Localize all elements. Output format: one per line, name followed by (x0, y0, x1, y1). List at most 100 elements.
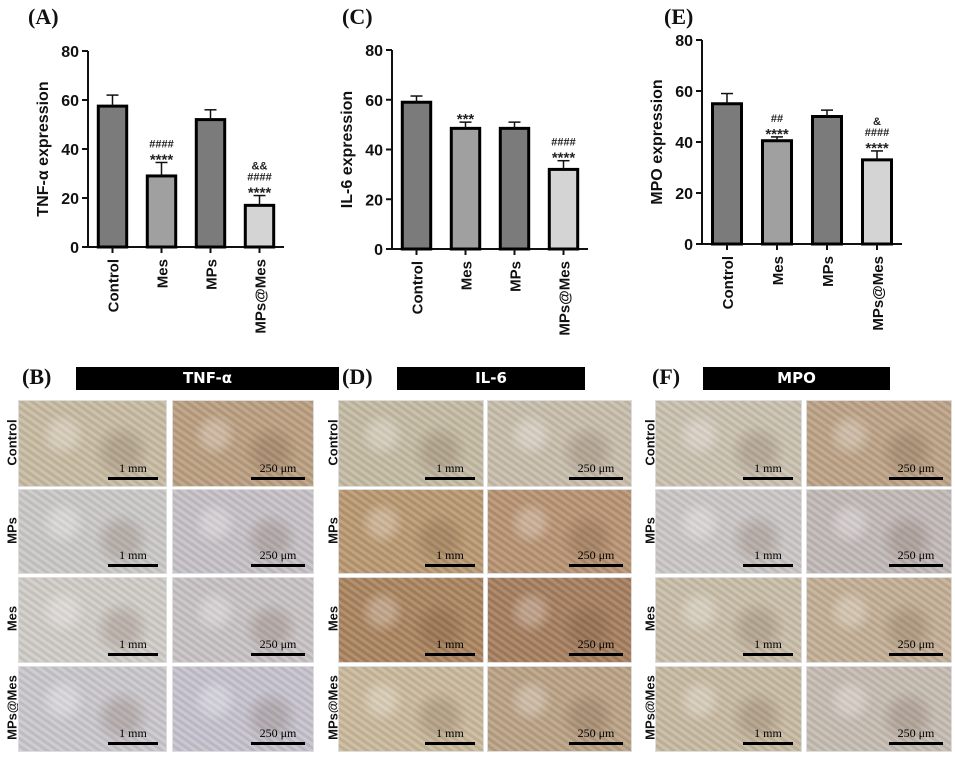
y-tick-label: 20 (675, 186, 693, 203)
scale-bar-label: 250 μm (259, 726, 297, 740)
scale-bar-line (425, 653, 475, 656)
scale-bar: 1 mm (108, 548, 158, 567)
scale-bar: 250 μm (251, 637, 305, 656)
scale-bar-label: 1 mm (754, 548, 782, 562)
bar-mps (194, 118, 227, 249)
scale-bar-label: 250 μm (259, 461, 297, 475)
scale-bar: 1 mm (743, 637, 793, 656)
scale-bar-line (425, 564, 475, 567)
scale-bar-label: 1 mm (436, 461, 464, 475)
scale-bar-line (889, 653, 943, 656)
scale-bar-label: 250 μm (577, 461, 615, 475)
scale-bar-line (889, 564, 943, 567)
y-axis-label: IL-6 expression (339, 91, 356, 208)
bar-mps (498, 126, 531, 251)
scale-bar-line (108, 742, 158, 745)
scale-bar: 1 mm (108, 637, 158, 656)
micrograph: 1 mm (338, 489, 484, 574)
scale-bar-label: 250 μm (897, 548, 935, 562)
y-tick-label: 60 (365, 93, 383, 110)
micrograph: 250 μm (487, 666, 632, 752)
micrograph: 250 μm (487, 577, 632, 663)
scale-bar-label: 1 mm (119, 637, 147, 651)
bar-control (711, 102, 743, 246)
significance-annotation: & (873, 116, 881, 128)
scale-bar-label: 1 mm (436, 548, 464, 562)
scale-bar: 250 μm (569, 461, 623, 480)
micrograph: 250 μm (806, 400, 952, 487)
micrograph: 250 μm (487, 400, 632, 487)
y-tick-label: 80 (675, 33, 693, 50)
x-tick-label: Mes (770, 256, 787, 285)
scale-bar-label: 250 μm (897, 461, 935, 475)
significance-annotation: **** (765, 126, 789, 143)
panel-label-a: (A) (28, 4, 59, 29)
scale-bar-line (251, 742, 305, 745)
significance-annotation: #### (865, 127, 889, 139)
micrograph: 1 mm (655, 666, 802, 752)
bar-mps@mes (861, 158, 893, 246)
significance-annotation: #### (551, 137, 575, 149)
scale-bar-line (425, 477, 475, 480)
scale-bar-label: 250 μm (259, 637, 297, 651)
significance-annotation: **** (552, 150, 576, 167)
scale-bar: 250 μm (889, 548, 943, 567)
micrograph: 250 μm (172, 577, 314, 663)
scale-bar-label: 1 mm (119, 461, 147, 475)
scale-bar: 1 mm (425, 637, 475, 656)
micrograph: 1 mm (655, 400, 802, 487)
scale-bar-label: 1 mm (119, 548, 147, 562)
micrograph: 1 mm (338, 666, 484, 752)
micrograph: 250 μm (487, 489, 632, 574)
scale-bar-label: 1 mm (436, 726, 464, 740)
micrograph: 250 μm (806, 666, 952, 752)
y-tick-label: 40 (675, 135, 693, 152)
panel-label-b: (B) (22, 364, 52, 389)
bar-mps (811, 115, 843, 246)
scale-bar-label: 250 μm (897, 726, 935, 740)
scale-bar-line (743, 564, 793, 567)
scale-bar-line (251, 477, 305, 480)
scale-bar-line (569, 564, 623, 567)
bar-mes (449, 126, 482, 251)
scale-bar: 250 μm (251, 461, 305, 480)
micrograph: 250 μm (172, 489, 314, 574)
x-tick-label: Mes (459, 261, 476, 290)
scale-bar: 1 mm (108, 461, 158, 480)
micrograph: 250 μm (172, 400, 314, 487)
y-tick-label: 60 (675, 84, 693, 101)
y-tick-label: 20 (61, 191, 79, 208)
scale-bar-label: 250 μm (259, 548, 297, 562)
scale-bar: 250 μm (889, 637, 943, 656)
x-tick-label: Control (720, 256, 737, 309)
x-tick-label: MPs (204, 259, 221, 290)
x-tick-label: MPs@Mes (557, 261, 574, 336)
significance-annotation: && (252, 161, 268, 173)
y-tick-label: 40 (365, 143, 383, 160)
scale-bar: 250 μm (569, 637, 623, 656)
scale-bar: 1 mm (425, 548, 475, 567)
y-axis-label: TNF-α expression (35, 81, 52, 216)
scale-bar-line (251, 653, 305, 656)
y-tick-label: 0 (684, 237, 693, 254)
panel-label-e: (E) (664, 4, 694, 29)
x-tick-label: MPs (820, 256, 837, 287)
scale-bar: 1 mm (425, 461, 475, 480)
significance-annotation: ## (771, 113, 783, 125)
scale-bar-line (743, 653, 793, 656)
scale-bar-line (889, 477, 943, 480)
significance-annotation: **** (865, 140, 889, 157)
x-tick-label: MPs (508, 261, 525, 292)
bar-mes (145, 174, 178, 249)
bar-control (96, 104, 129, 249)
scale-bar-label: 250 μm (577, 726, 615, 740)
y-tick-label: 60 (61, 93, 79, 110)
scale-bar: 1 mm (108, 726, 158, 745)
bar-mes (761, 139, 793, 246)
x-tick-label: MPs@Mes (253, 259, 270, 334)
y-tick-label: 40 (61, 142, 79, 159)
scale-bar-line (889, 742, 943, 745)
scale-bar: 250 μm (251, 726, 305, 745)
